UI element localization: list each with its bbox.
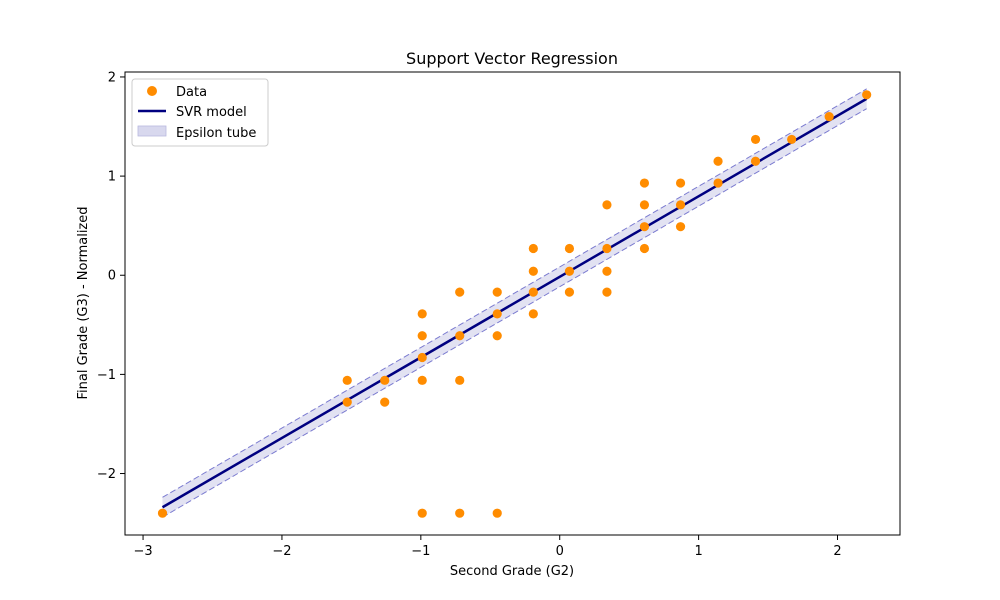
epsilon-tube-upper	[162, 88, 867, 498]
legend: Data SVR model Epsilon tube	[131, 78, 269, 147]
x-tick-label: −3	[133, 544, 152, 559]
data-point	[675, 200, 686, 210]
data-point	[492, 331, 502, 341]
x-tick-label: 1	[694, 544, 702, 559]
data-point	[528, 287, 538, 297]
data-point	[528, 309, 538, 319]
data-point	[157, 508, 168, 518]
legend-marker-data	[147, 86, 157, 96]
y-tick-label: 2	[108, 70, 116, 85]
chart-title: Support Vector Regression	[406, 49, 618, 68]
x-tick-label: 0	[556, 544, 564, 559]
data-point	[492, 287, 502, 297]
data-point	[862, 90, 872, 100]
y-tick-label: 1	[108, 170, 116, 185]
y-tick-label: 0	[108, 269, 116, 284]
legend-label-data: Data	[176, 85, 207, 100]
data-point	[455, 375, 465, 385]
y-tick-label: −1	[97, 368, 116, 383]
data-point	[455, 331, 465, 341]
data-point	[713, 178, 723, 188]
data-point	[528, 266, 538, 276]
data-point	[639, 178, 650, 188]
data-point	[492, 309, 502, 319]
svr-model-line	[161, 97, 868, 509]
data-point	[750, 134, 761, 145]
data-point	[417, 309, 427, 319]
data-point	[639, 222, 650, 232]
legend-label-tube: Epsilon tube	[176, 126, 256, 141]
data-point	[417, 508, 427, 518]
data-point	[787, 134, 797, 145]
data-point	[417, 331, 427, 341]
data-point	[455, 287, 465, 297]
x-tick-label: 2	[833, 544, 841, 559]
x-tick-label: −1	[411, 544, 430, 559]
x-tick-label: −2	[272, 544, 291, 559]
data-point	[675, 222, 686, 232]
plot-frame	[124, 71, 901, 536]
svr-model-layer	[161, 97, 868, 509]
data-point	[602, 287, 612, 297]
data-point	[528, 243, 538, 254]
legend-label-model: SVR model	[176, 105, 247, 120]
data-point	[342, 375, 352, 385]
data-point	[380, 375, 390, 385]
data-point	[564, 287, 575, 297]
data-point	[602, 266, 612, 276]
y-axis-ticks: −2 −1 0 1 2	[97, 70, 125, 482]
data-point	[564, 266, 575, 276]
x-axis-label: Second Grade (G2)	[450, 564, 574, 579]
epsilon-tube-lower	[162, 108, 867, 518]
data-point	[417, 375, 427, 385]
y-axis-label: Final Grade (G3) - Normalized	[76, 206, 91, 399]
data-point	[639, 200, 650, 210]
data-point	[713, 156, 723, 166]
data-point	[342, 397, 352, 407]
data-point	[417, 352, 427, 363]
data-point	[602, 243, 612, 254]
y-tick-label: −2	[97, 467, 116, 482]
data-point	[750, 156, 761, 166]
data-point	[380, 397, 390, 407]
data-point	[492, 508, 502, 518]
data-point	[824, 112, 834, 122]
data-point	[602, 200, 612, 210]
x-axis-ticks: −3 −2 −1 0 1 2	[133, 535, 842, 559]
data-point	[455, 508, 465, 518]
data-point	[639, 243, 650, 254]
data-point	[564, 243, 575, 254]
legend-marker-tube	[137, 125, 167, 137]
data-point	[675, 178, 686, 188]
data-points-layer	[157, 90, 872, 518]
